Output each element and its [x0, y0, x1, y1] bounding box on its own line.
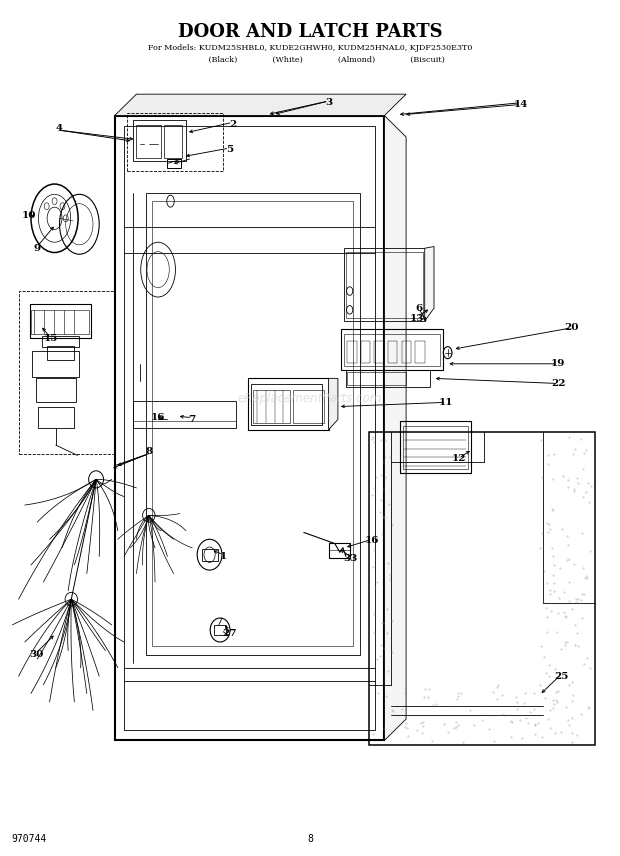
- Bar: [400, 421, 471, 473]
- Bar: [136, 125, 161, 158]
- Bar: [38, 407, 74, 428]
- Text: 6: 6: [415, 304, 422, 312]
- Bar: [253, 390, 290, 423]
- Bar: [347, 341, 356, 363]
- Text: 16: 16: [151, 413, 166, 422]
- Text: 20: 20: [564, 324, 579, 332]
- Bar: [46, 346, 74, 360]
- Bar: [124, 126, 375, 730]
- Bar: [374, 341, 384, 363]
- Text: 4: 4: [55, 124, 63, 133]
- Bar: [341, 329, 443, 370]
- Text: 25: 25: [554, 672, 569, 681]
- Text: 8: 8: [145, 448, 153, 456]
- Bar: [164, 125, 182, 158]
- Bar: [346, 370, 430, 387]
- Text: 10: 10: [22, 211, 37, 220]
- Bar: [251, 384, 322, 425]
- Text: 970744: 970744: [11, 834, 46, 844]
- Bar: [32, 351, 79, 377]
- Text: 19: 19: [551, 360, 565, 368]
- Text: 13: 13: [409, 314, 424, 323]
- Polygon shape: [115, 94, 406, 116]
- Text: 30: 30: [29, 651, 43, 659]
- Text: 8: 8: [307, 834, 313, 844]
- Text: 22: 22: [551, 379, 565, 388]
- Bar: [347, 372, 406, 385]
- Bar: [152, 201, 353, 646]
- Bar: [31, 310, 89, 334]
- Text: 11: 11: [439, 398, 454, 407]
- Text: 12: 12: [451, 455, 466, 463]
- Text: 2: 2: [229, 120, 236, 128]
- Bar: [202, 549, 218, 561]
- Bar: [388, 341, 397, 363]
- Bar: [361, 341, 370, 363]
- Text: For Models: KUDM25SHBL0, KUDE2GHWH0, KUDM25HNAL0, KJDF2530E3T0: For Models: KUDM25SHBL0, KUDE2GHWH0, KUD…: [148, 44, 472, 52]
- Text: 1: 1: [219, 552, 227, 561]
- Bar: [42, 336, 79, 347]
- Bar: [214, 625, 226, 635]
- Bar: [133, 120, 186, 161]
- Text: (Black)              (White)              (Almond)              (Biscuit): (Black) (White) (Almond) (Biscuit): [175, 56, 445, 64]
- Bar: [293, 390, 324, 423]
- Bar: [344, 248, 425, 321]
- Polygon shape: [384, 116, 406, 740]
- Bar: [133, 401, 236, 428]
- Text: 7: 7: [188, 415, 196, 424]
- Bar: [127, 113, 223, 171]
- Bar: [415, 341, 425, 363]
- Polygon shape: [329, 378, 338, 430]
- Bar: [403, 426, 468, 469]
- Text: eReplacementParts.com: eReplacementParts.com: [238, 391, 382, 405]
- Text: 5: 5: [226, 146, 233, 154]
- Text: 16: 16: [365, 537, 379, 545]
- Bar: [346, 252, 423, 318]
- Text: 33: 33: [343, 554, 357, 562]
- Bar: [402, 341, 411, 363]
- Polygon shape: [425, 247, 434, 321]
- Text: 15: 15: [43, 334, 58, 342]
- Bar: [19, 291, 115, 454]
- Bar: [146, 193, 360, 655]
- Bar: [167, 159, 181, 168]
- Text: 9: 9: [33, 244, 41, 253]
- Bar: [248, 378, 329, 430]
- Text: DOOR AND LATCH PARTS: DOOR AND LATCH PARTS: [178, 22, 442, 41]
- Text: 14: 14: [513, 100, 528, 109]
- Bar: [30, 304, 91, 338]
- Bar: [36, 378, 76, 402]
- Bar: [329, 543, 350, 558]
- Bar: [344, 334, 440, 366]
- Text: 27: 27: [222, 629, 237, 638]
- Text: 3: 3: [325, 98, 332, 107]
